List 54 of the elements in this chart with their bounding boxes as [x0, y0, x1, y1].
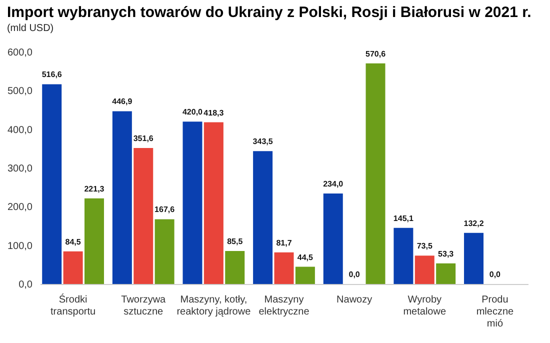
y-tick-label: 0,0: [18, 280, 33, 290]
bar: [274, 252, 294, 284]
data-label: 420,0: [182, 108, 204, 117]
x-tick-label: Środki transportu: [50, 294, 96, 318]
data-label: 418,3: [204, 108, 224, 118]
data-label: 351,6: [133, 134, 154, 144]
x-tick-label: Maszyny elektryczne: [258, 294, 310, 318]
data-label: 132,2: [464, 218, 484, 228]
data-label: 85,5: [227, 236, 244, 246]
bar: [204, 122, 224, 284]
bar: [323, 194, 343, 284]
bar: [366, 63, 386, 284]
data-label: 81,7: [276, 238, 292, 248]
y-tick-label: 500,0: [7, 86, 33, 98]
y-tick-label: 200,0: [7, 202, 33, 214]
x-tick-label: Wyroby metalowe: [403, 294, 446, 318]
chart-subtitle: (mld USD): [6, 23, 54, 34]
bar: [134, 148, 154, 284]
chart-title: Import wybranych towarów do Ukrainy z Polski, Rosji i Białorusi w 2021 r.: [6, 4, 532, 21]
data-label: 84,5: [65, 237, 82, 246]
x-tick-label: Tworzywa sztuczne: [121, 294, 166, 318]
x-tick-label: Produ mleczne mió: [476, 294, 514, 330]
bar: [414, 256, 434, 284]
data-label: 516,6: [42, 70, 62, 80]
x-tick-label: Maszyny, kotły, reaktory jądrowe: [176, 294, 252, 318]
data-label: 343,5: [252, 137, 274, 146]
bar: [154, 219, 174, 284]
bar: [464, 232, 484, 284]
data-label: 53,3: [438, 249, 454, 258]
bar: [63, 251, 83, 284]
bar: [295, 266, 315, 284]
bar: [84, 198, 104, 284]
bar: [436, 263, 456, 284]
data-label: 0,0: [489, 270, 502, 279]
data-label: 570,6: [365, 49, 386, 58]
bar: [112, 111, 132, 284]
data-label: 145,1: [393, 214, 414, 223]
data-label: 44,5: [297, 252, 314, 262]
y-tick-label: 100,0: [7, 240, 33, 252]
data-label: 73,5: [416, 242, 433, 251]
bar: [225, 250, 245, 284]
bar: [394, 228, 414, 284]
y-tick-label: 600,0: [7, 48, 33, 58]
x-tick-label: Nawozy: [336, 294, 372, 306]
data-label: 167,6: [154, 205, 176, 214]
data-label: 234,0: [323, 180, 344, 189]
bar: [42, 84, 62, 284]
y-tick-label: 300,0: [7, 164, 33, 174]
data-label: 0,0: [348, 270, 360, 279]
bar: [182, 122, 202, 284]
bar: [253, 151, 273, 284]
y-tick-label: 400,0: [7, 124, 33, 136]
data-label: 446,9: [112, 97, 133, 106]
data-label: 221,3: [84, 184, 105, 194]
